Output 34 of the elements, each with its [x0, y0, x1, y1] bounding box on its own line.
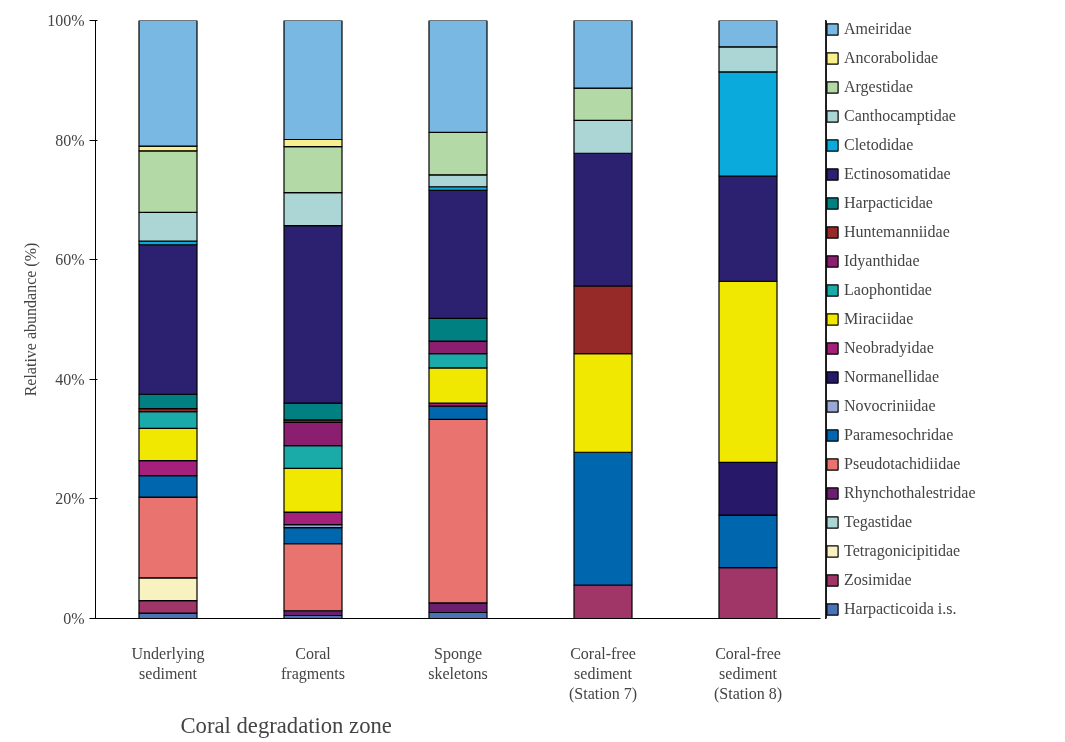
legend-label: Ancorabolidae	[844, 49, 939, 67]
y-tick-label: 60%	[55, 251, 85, 269]
legend-label: Laophontidae	[844, 281, 932, 299]
x-tick-label: Sponge skeletons	[428, 644, 488, 682]
y-axis-title: Relative abundance (%)	[22, 242, 41, 397]
legend-label: Ameiridae	[844, 20, 912, 38]
legend-label: Huntemanniidae	[844, 223, 950, 241]
legend-label: Pseudotachidiidae	[844, 455, 961, 473]
legend-label: Harpacticidae	[844, 194, 933, 212]
legend-label: Zosimidae	[844, 571, 912, 589]
y-tick-label: 0%	[63, 610, 85, 627]
y-tick-label: 80%	[55, 131, 85, 149]
legend-label: Tegastidae	[844, 513, 913, 531]
legend-label: Argestidae	[844, 78, 914, 96]
legend-label: Normanellidae	[844, 368, 940, 386]
x-tick-label: Coral-free sediment (Station 7)	[569, 644, 637, 704]
x-tick-label: Coral-free sediment (Station 8)	[714, 644, 782, 704]
y-tick-label: 40%	[55, 370, 85, 388]
legend-label: Harpacticoida i.s.	[844, 600, 957, 618]
legend-label: Novocriniidae	[844, 397, 936, 415]
legend-label: Paramesochridae	[844, 426, 954, 444]
legend-label: Neobradyidae	[844, 339, 934, 357]
legend-label: Idyanthidae	[844, 252, 920, 270]
legend-label: Cletodidae	[844, 136, 914, 154]
legend-label: Miraciidae	[844, 310, 914, 328]
x-tick-label: Coral fragments	[281, 644, 345, 683]
legend-label: Ectinosomatidae	[844, 165, 951, 183]
legend-label: Tetragonicipitidae	[844, 542, 961, 560]
legend-label: Canthocamptidae	[844, 107, 956, 125]
x-tick-label: Underlying sediment	[131, 644, 205, 682]
y-tick-label: 100%	[47, 12, 85, 29]
y-tick-label: 20%	[55, 490, 85, 508]
text: Coral degradation zone	[180, 712, 392, 738]
legend-label: Rhynchothalestridae	[844, 484, 976, 502]
